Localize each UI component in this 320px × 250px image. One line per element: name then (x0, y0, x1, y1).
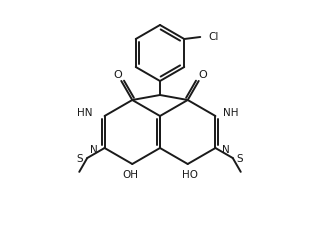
Text: O: O (198, 70, 207, 80)
Text: NH: NH (223, 108, 239, 118)
Text: O: O (113, 70, 122, 80)
Text: HO: HO (182, 170, 198, 180)
Text: N: N (222, 145, 230, 155)
Text: HN: HN (77, 108, 92, 118)
Text: S: S (237, 154, 244, 164)
Text: OH: OH (122, 170, 138, 180)
Text: N: N (90, 145, 98, 155)
Text: S: S (76, 154, 83, 164)
Text: Cl: Cl (208, 32, 219, 42)
